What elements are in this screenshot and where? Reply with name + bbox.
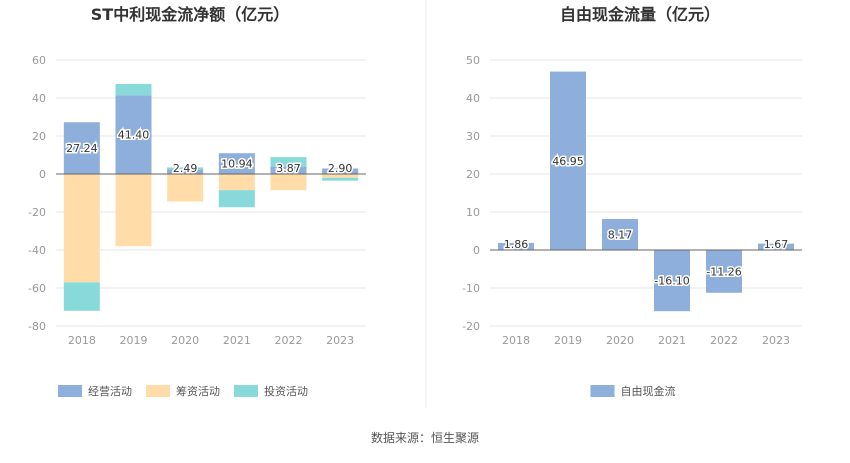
- y-tick-label: -40: [28, 244, 46, 257]
- y-tick-label: -10: [462, 282, 480, 295]
- bar-经营活动-2022: [270, 166, 307, 174]
- data-label: -16.10: [654, 275, 689, 288]
- data-label: 27.24: [66, 142, 98, 155]
- data-label: 2.49: [173, 162, 198, 175]
- x-tick-label: 2020: [171, 334, 199, 347]
- y-tick-label: 10: [466, 206, 480, 219]
- bar-筹资活动-2023: [322, 174, 359, 178]
- y-tick-label: -20: [28, 206, 46, 219]
- bar-经营活动-2019: [115, 95, 152, 174]
- bar-投资活动-2022: [270, 157, 307, 167]
- data-label: 1.67: [764, 238, 789, 251]
- data-label: 46.95: [552, 155, 584, 168]
- legend-label: 自由现金流: [621, 384, 676, 398]
- legend-swatch: [234, 385, 258, 397]
- y-tick-label: -60: [28, 282, 46, 295]
- y-tick-label: 0: [39, 168, 46, 181]
- bar-自由现金流-2020: [602, 218, 638, 250]
- x-tick-label: 2018: [502, 334, 530, 347]
- bar-自由现金流-2021: [654, 250, 690, 312]
- x-tick-label: 2023: [762, 334, 790, 347]
- y-tick-label: 40: [32, 92, 46, 105]
- chart-title: 自由现金流量（亿元）: [560, 5, 720, 24]
- legend-label: 筹资活动: [176, 384, 220, 398]
- y-tick-label: 40: [466, 92, 480, 105]
- x-tick-label: 2022: [710, 334, 738, 347]
- x-tick-label: 2021: [223, 334, 251, 347]
- bar-投资活动-2021: [218, 190, 255, 208]
- bar-经营活动-2023: [322, 168, 359, 174]
- y-tick-label: -20: [462, 320, 480, 333]
- bar-经营活动-2020: [167, 169, 204, 174]
- bar-自由现金流-2018: [498, 242, 534, 250]
- y-tick-label: 20: [32, 130, 46, 143]
- bar-投资活动-2019: [115, 83, 152, 96]
- bar-经营活动-2018: [63, 122, 100, 174]
- bar-自由现金流-2022: [706, 250, 742, 293]
- legend-swatch: [590, 385, 615, 397]
- chart-title: ST中利现金流净额（亿元）: [91, 5, 289, 24]
- bar-自由现金流-2019: [550, 71, 586, 250]
- bar-经营活动-2021: [218, 153, 255, 174]
- bar-投资活动-2018: [63, 282, 100, 311]
- data-label: -11.26: [706, 265, 741, 278]
- legend-swatch: [58, 385, 82, 397]
- y-tick-label: 30: [466, 130, 480, 143]
- bar-筹资活动-2022: [270, 174, 307, 191]
- bar-筹资活动-2021: [218, 174, 255, 191]
- bar-筹资活动-2018: [63, 174, 100, 283]
- y-tick-label: 50: [466, 54, 480, 67]
- x-tick-label: 2019: [554, 334, 582, 347]
- bar-投资活动-2023: [322, 177, 359, 181]
- y-tick-label: 20: [466, 168, 480, 181]
- bar-投资活动-2020: [167, 167, 204, 170]
- bar-筹资活动-2020: [167, 174, 204, 202]
- y-tick-label: -80: [28, 320, 46, 333]
- data-label: 10.94: [221, 158, 253, 171]
- free-cash-flow-chart: 自由现金流量（亿元） -20 -10 0 10 20 30 40 50 2018 2019 2020 2…: [462, 5, 802, 398]
- x-tick-label: 2021: [658, 334, 686, 347]
- legend-swatch: [146, 385, 170, 397]
- legend-label: 经营活动: [88, 384, 132, 398]
- x-tick-label: 2019: [120, 334, 148, 347]
- legend-label: 投资活动: [264, 384, 308, 398]
- data-label: 41.40: [118, 129, 150, 142]
- x-tick-label: 2020: [606, 334, 634, 347]
- x-tick-label: 2022: [275, 334, 303, 347]
- x-tick-label: 2023: [326, 334, 354, 347]
- y-tick-label: 0: [473, 244, 480, 257]
- data-label: 1.86: [504, 238, 529, 251]
- cash-flow-net-chart: ST中利现金流净额（亿元） -80 -60 -40 -20 0 20 40 60 2018 2019…: [28, 5, 366, 398]
- data-label: 2.90: [328, 162, 353, 175]
- data-source-note: 数据来源：恒生聚源: [371, 430, 479, 445]
- bar-筹资活动-2019: [115, 174, 152, 247]
- y-tick-label: 60: [32, 54, 46, 67]
- data-label: 3.87: [276, 162, 301, 175]
- x-tick-label: 2018: [68, 334, 96, 347]
- data-label: 8.17: [608, 228, 633, 241]
- bar-自由现金流-2023: [758, 243, 794, 250]
